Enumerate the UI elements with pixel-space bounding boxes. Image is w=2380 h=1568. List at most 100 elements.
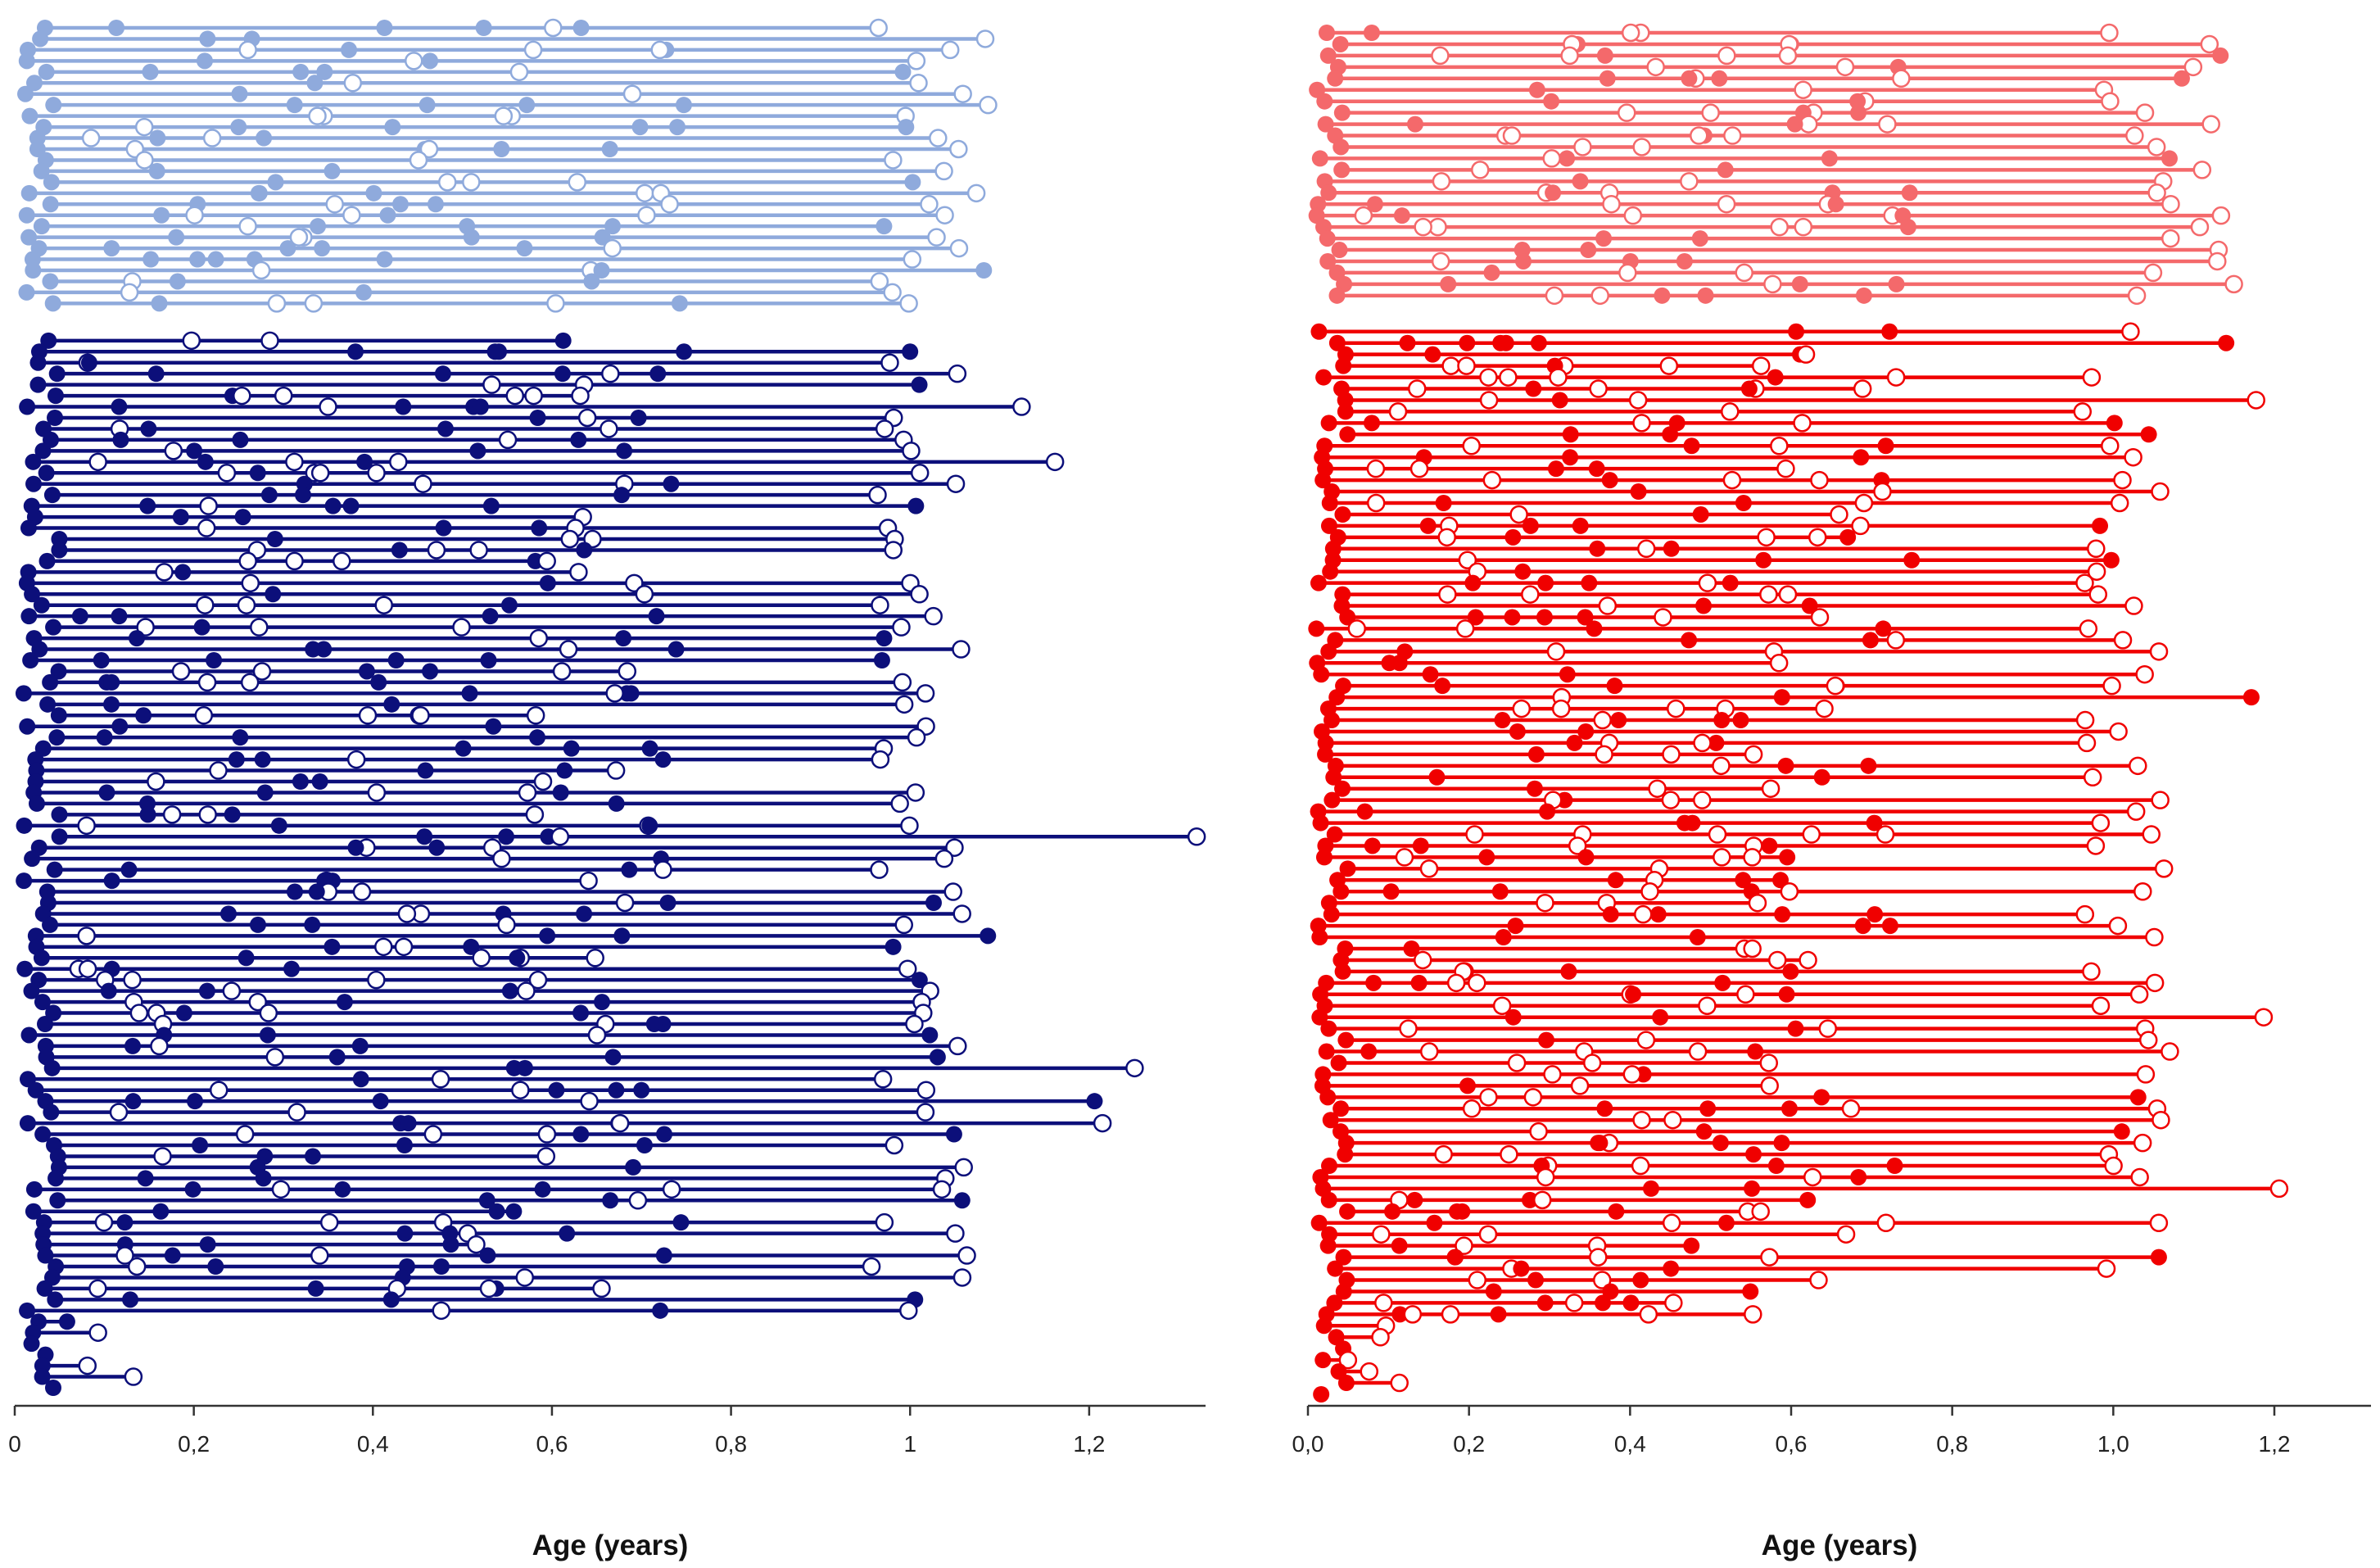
event-marker-filled xyxy=(184,1181,201,1198)
event-marker-filled xyxy=(1777,757,1794,774)
data-row xyxy=(1337,1133,2152,1153)
x-tick-label: 0,8 xyxy=(1936,1431,1968,1457)
event-marker-open xyxy=(1457,356,1476,375)
row-end-marker xyxy=(2100,23,2119,43)
row-end-marker xyxy=(1371,1328,1390,1347)
event-marker-filled xyxy=(1536,609,1553,626)
event-marker-open xyxy=(1722,470,1742,490)
row-start-marker xyxy=(16,960,34,977)
data-row xyxy=(1323,710,2095,730)
row-end-marker xyxy=(124,1367,143,1386)
row-start-marker xyxy=(1332,35,1349,52)
event-marker-filled xyxy=(1530,334,1547,351)
event-marker-filled xyxy=(622,685,640,702)
data-row xyxy=(1309,654,1789,673)
event-marker-filled xyxy=(383,696,400,713)
data-row xyxy=(1333,596,2143,615)
row-end-marker xyxy=(941,40,960,60)
data-row xyxy=(1317,733,2097,753)
row-end-marker xyxy=(1683,1237,1700,1254)
row-start-marker xyxy=(51,542,68,559)
event-marker-filled xyxy=(292,63,310,80)
event-marker-filled xyxy=(1494,712,1511,729)
event-marker-filled xyxy=(1606,678,1623,695)
event-marker-open xyxy=(78,959,97,978)
event-marker-open xyxy=(241,573,260,593)
event-marker-filled xyxy=(631,119,649,136)
event-marker-filled xyxy=(139,806,156,823)
event-marker-open xyxy=(1479,1088,1498,1107)
event-marker-filled xyxy=(1434,678,1451,695)
event-marker-open xyxy=(1509,505,1528,524)
row-start-marker xyxy=(1328,689,1346,706)
event-marker-open xyxy=(1414,217,1432,237)
data-row xyxy=(25,1203,523,1220)
event-marker-filled xyxy=(255,1170,272,1187)
event-marker-open xyxy=(577,408,597,428)
row-start-marker xyxy=(36,1280,53,1297)
row-end-marker xyxy=(943,882,963,901)
event-marker-filled xyxy=(625,1158,642,1176)
event-marker-open xyxy=(1698,996,1717,1015)
event-marker-open xyxy=(603,238,622,258)
event-marker-filled xyxy=(434,365,451,383)
event-marker-open xyxy=(1432,172,1451,191)
event-marker-open xyxy=(662,1180,681,1199)
event-marker-filled xyxy=(96,729,113,746)
event-marker-open xyxy=(265,1048,285,1067)
data-row xyxy=(1327,126,2144,145)
data-row xyxy=(49,1191,971,1210)
data-row xyxy=(1312,1167,2149,1187)
event-marker-open xyxy=(1366,459,1386,478)
data-row xyxy=(19,717,935,736)
x-tick-label: 1 xyxy=(903,1431,916,1457)
row-end-marker xyxy=(569,563,588,582)
event-marker-open xyxy=(352,882,372,901)
event-marker-open xyxy=(1876,1213,1896,1233)
row-end-marker xyxy=(2087,562,2106,581)
row-end-marker xyxy=(916,1103,935,1122)
row-end-marker xyxy=(953,1192,971,1209)
data-row xyxy=(1316,996,2111,1015)
data-row xyxy=(33,216,893,236)
event-marker-open xyxy=(625,573,644,593)
event-marker-open xyxy=(1545,286,1564,306)
event-marker-filled xyxy=(1454,1203,1471,1220)
row-end-marker xyxy=(536,1147,556,1166)
event-marker-filled xyxy=(135,707,152,724)
event-marker-filled xyxy=(1360,1043,1378,1060)
row-end-marker xyxy=(935,206,954,224)
event-marker-open xyxy=(233,386,251,406)
event-marker-open xyxy=(517,981,536,1000)
event-marker-open xyxy=(1632,414,1651,433)
data-row xyxy=(1323,791,2170,809)
event-marker-filled xyxy=(265,586,282,603)
row-end-marker xyxy=(2254,1008,2274,1026)
row-start-marker xyxy=(18,283,35,301)
event-marker-open xyxy=(134,117,154,137)
row-start-marker xyxy=(1320,1158,1337,1175)
row-end-marker xyxy=(1012,397,1031,416)
event-marker-open xyxy=(1602,194,1621,214)
data-row xyxy=(1335,1283,1759,1300)
event-marker-open xyxy=(452,618,471,637)
event-marker-open xyxy=(1667,699,1685,718)
event-marker-open xyxy=(523,40,543,60)
event-marker-filled xyxy=(432,1258,450,1275)
event-marker-open xyxy=(411,706,430,725)
row-end-marker xyxy=(2138,1031,2158,1049)
event-marker-filled xyxy=(1625,986,1642,1003)
row-start-marker xyxy=(1322,563,1339,580)
event-marker-open xyxy=(1374,1294,1393,1312)
row-end-marker xyxy=(58,1313,75,1330)
event-marker-open xyxy=(238,216,257,236)
event-marker-open xyxy=(274,386,293,406)
event-marker-open xyxy=(182,331,201,351)
event-marker-open xyxy=(1471,161,1490,179)
event-marker-filled xyxy=(1495,929,1512,946)
data-row xyxy=(24,250,922,269)
data-row xyxy=(51,541,903,560)
row-end-marker xyxy=(2201,115,2220,134)
event-marker-filled xyxy=(351,1037,369,1054)
event-marker-filled xyxy=(151,295,168,312)
